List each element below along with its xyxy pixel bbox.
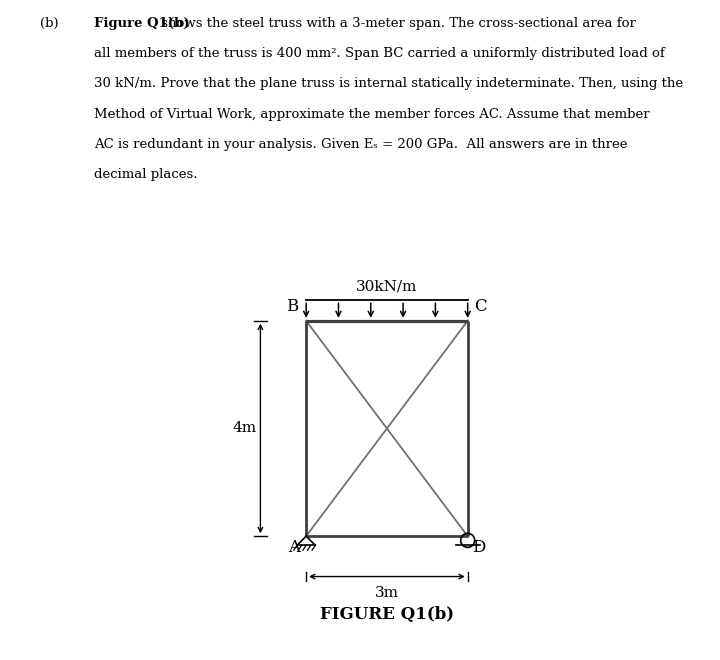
Text: shows the steel truss with a 3-meter span. The cross-sectional area for: shows the steel truss with a 3-meter spa…	[157, 16, 636, 30]
Text: 30kN/m: 30kN/m	[356, 280, 418, 294]
Text: FIGURE Q1(b): FIGURE Q1(b)	[320, 606, 454, 623]
Text: 30 kN/m. Prove that the plane truss is internal statically indeterminate. Then, : 30 kN/m. Prove that the plane truss is i…	[94, 77, 683, 90]
Text: AC is redundant in your analysis. Given Eₛ = 200 GPa.  All answers are in three: AC is redundant in your analysis. Given …	[94, 138, 627, 151]
Text: C: C	[474, 298, 487, 315]
Text: (b): (b)	[40, 16, 58, 30]
Text: 3m: 3m	[375, 586, 399, 600]
Text: Method of Virtual Work, approximate the member forces AC. Assume that member: Method of Virtual Work, approximate the …	[94, 108, 649, 121]
Text: Figure Q1(b): Figure Q1(b)	[94, 16, 189, 30]
Text: A: A	[288, 539, 300, 556]
Text: B: B	[286, 298, 298, 315]
Text: decimal places.: decimal places.	[94, 168, 197, 182]
Text: 4m: 4m	[232, 422, 256, 436]
Text: D: D	[472, 539, 485, 556]
Text: all members of the truss is 400 mm². Span BC carried a uniformly distributed loa: all members of the truss is 400 mm². Spa…	[94, 47, 665, 60]
